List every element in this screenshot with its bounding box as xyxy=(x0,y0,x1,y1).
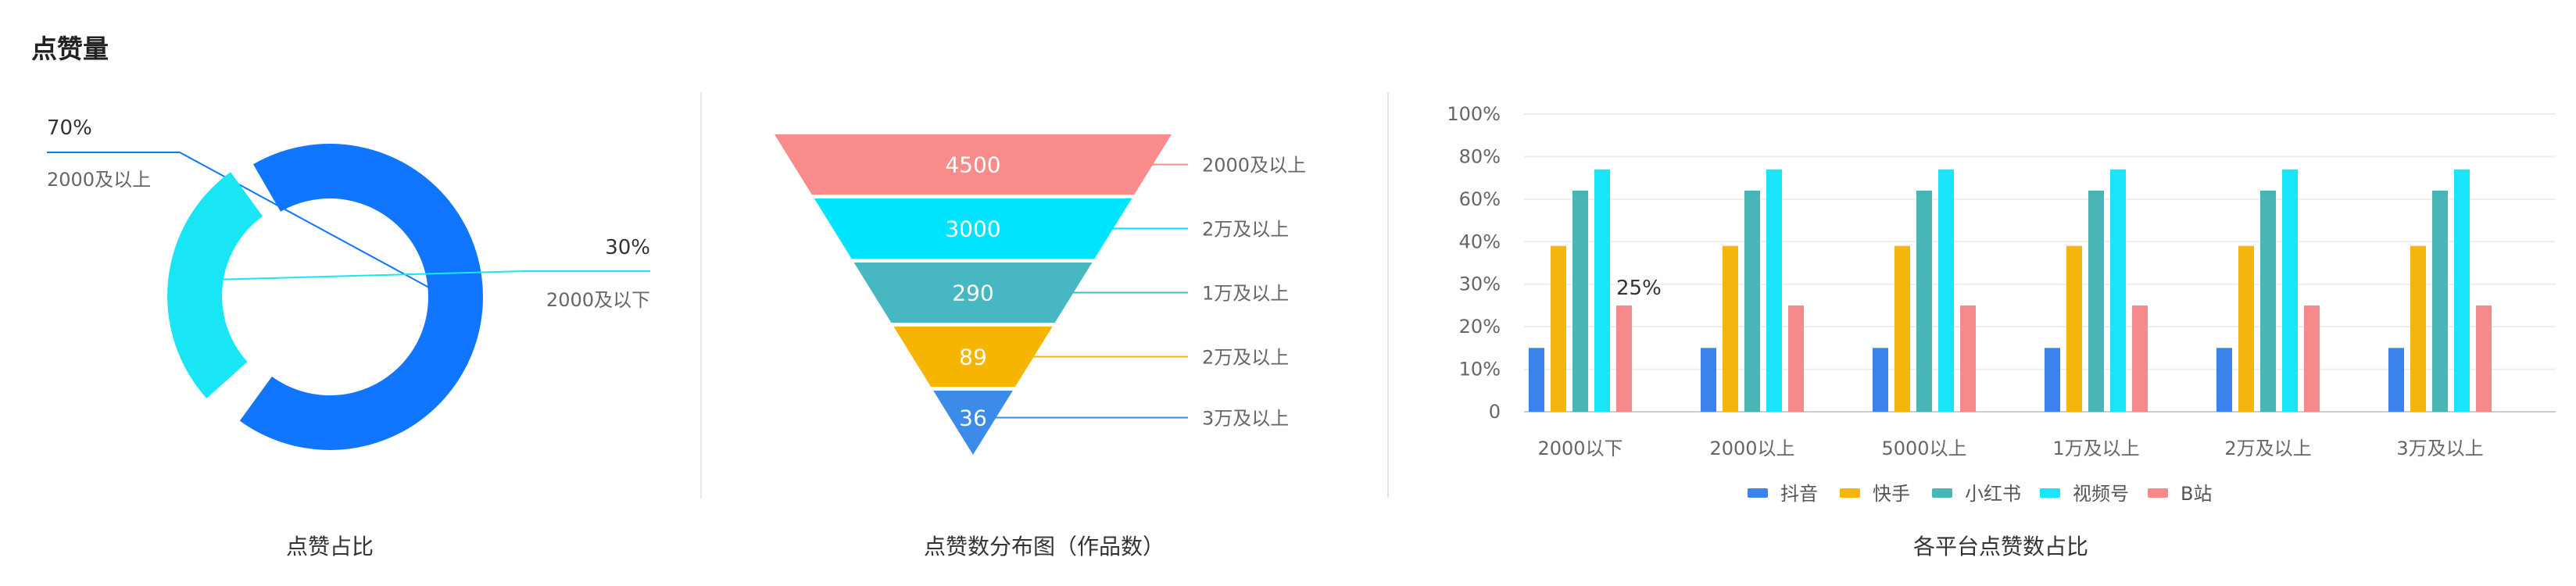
funnel-value-label: 3000 xyxy=(945,216,1000,242)
funnel-stage-label: 2万及以上 xyxy=(1202,219,1289,241)
legend-label: 抖音 xyxy=(1780,483,1818,505)
bar xyxy=(2476,305,2492,412)
bar-chart-title: 各平台点赞数占比 xyxy=(1912,534,2089,559)
legend-swatch xyxy=(1840,488,1860,498)
y-tick-label: 80% xyxy=(1459,145,1501,167)
y-tick-label: 60% xyxy=(1459,188,1501,210)
divider-left xyxy=(700,92,702,498)
bar xyxy=(2066,245,2082,412)
bar xyxy=(2410,245,2426,412)
bar xyxy=(1701,348,1716,412)
bar xyxy=(1723,245,1738,412)
legend-label: B站 xyxy=(2181,483,2212,505)
bar xyxy=(1572,190,1588,412)
bar xyxy=(1744,190,1760,412)
legend-swatch xyxy=(2148,488,2168,498)
bar xyxy=(1616,305,1632,412)
funnel-segment xyxy=(933,391,1013,455)
x-tick-label: 5000以上 xyxy=(1881,438,1966,459)
legend-label: 快手 xyxy=(1873,483,1910,505)
x-tick-label: 2万及以上 xyxy=(2224,438,2311,459)
bar xyxy=(1766,169,1782,412)
bar xyxy=(1551,245,1566,412)
funnel-stage-label: 3万及以上 xyxy=(1202,407,1289,429)
bar xyxy=(2388,348,2404,412)
bar xyxy=(1594,169,1610,412)
bar xyxy=(1916,190,1932,412)
bar xyxy=(1788,305,1804,412)
funnel-value-label: 36 xyxy=(959,405,987,431)
bar xyxy=(2110,169,2126,412)
donut-slice xyxy=(167,172,263,398)
legend-swatch xyxy=(1748,488,1768,498)
donut-slice-label: 2000及以下 xyxy=(546,289,650,311)
bar xyxy=(1894,245,1910,412)
funnel-value-label: 4500 xyxy=(945,152,1000,178)
bar-data-label: 25% xyxy=(1616,277,1662,300)
bar xyxy=(2238,245,2254,412)
y-tick-label: 20% xyxy=(1459,316,1501,338)
x-tick-label: 2000以下 xyxy=(1537,438,1623,459)
donut-slice xyxy=(239,143,483,450)
funnel-segment xyxy=(893,327,1053,387)
donut-leader-line xyxy=(47,152,475,313)
legend-swatch xyxy=(2040,488,2060,498)
bar xyxy=(2282,169,2298,412)
legend-label: 小红书 xyxy=(1965,483,2021,505)
bar xyxy=(2088,190,2104,412)
funnel-stage-label: 1万及以上 xyxy=(1202,283,1289,305)
legend-swatch xyxy=(1932,488,1952,498)
bar xyxy=(2454,169,2470,412)
x-tick-label: 2000以上 xyxy=(1709,438,1794,459)
x-tick-label: 1万及以上 xyxy=(2052,438,2139,459)
funnel-value-label: 290 xyxy=(952,280,993,306)
funnel-value-label: 89 xyxy=(959,345,987,370)
funnel-segment xyxy=(775,134,1172,195)
bar xyxy=(2304,305,2320,412)
bar xyxy=(1873,348,1888,412)
page-title: 点赞量 xyxy=(31,34,109,64)
bar xyxy=(2432,190,2448,412)
funnel-stage-label: 2000及以上 xyxy=(1202,155,1306,177)
y-tick-label: 10% xyxy=(1459,359,1501,381)
x-tick-label: 3万及以上 xyxy=(2396,438,2483,459)
funnel-stage-label: 2万及以上 xyxy=(1202,347,1289,369)
funnel-segment xyxy=(853,263,1093,323)
donut-chart-title: 点赞占比 xyxy=(285,534,374,559)
bar xyxy=(2260,190,2276,412)
funnel-segment xyxy=(814,198,1132,259)
donut-leader-line xyxy=(176,270,650,282)
donut-slice-label: 2000及以上 xyxy=(47,169,151,191)
y-tick-label: 40% xyxy=(1459,230,1501,252)
donut-percent-label: 30% xyxy=(605,236,650,259)
y-tick-label: 30% xyxy=(1459,273,1501,295)
funnel-chart-title: 点赞数分布图（作品数） xyxy=(923,534,1165,559)
divider-right xyxy=(1387,92,1389,498)
bar xyxy=(1529,348,1544,412)
bar xyxy=(2045,348,2060,412)
y-tick-label: 100% xyxy=(1447,103,1501,125)
donut-percent-label: 70% xyxy=(47,116,92,140)
bar xyxy=(1960,305,1976,412)
bar xyxy=(2216,348,2232,412)
y-tick-label: 0 xyxy=(1489,401,1501,423)
bar xyxy=(2132,305,2148,412)
bar xyxy=(1938,169,1954,412)
legend-label: 视频号 xyxy=(2073,483,2129,505)
